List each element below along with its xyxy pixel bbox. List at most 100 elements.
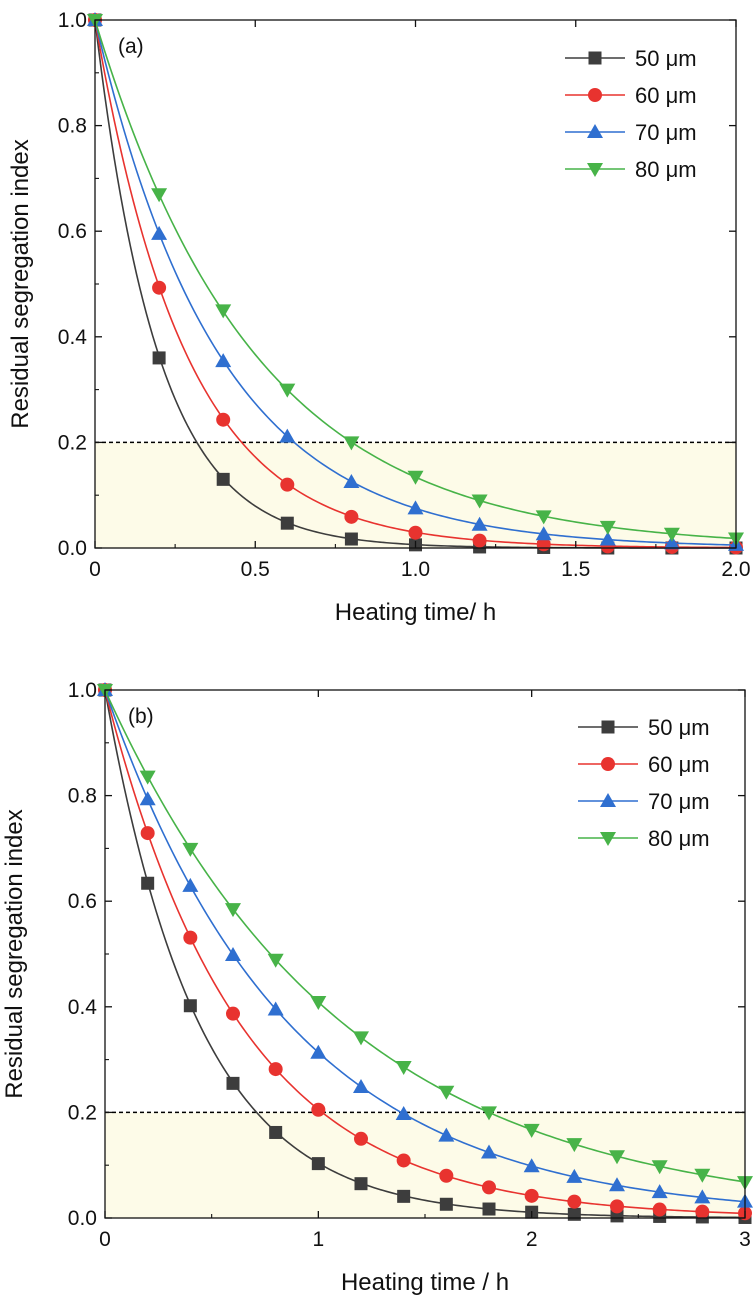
data-point [610, 1209, 624, 1223]
series-80m [87, 14, 744, 547]
data-point [139, 770, 156, 785]
data-point [152, 351, 166, 365]
data-point [267, 953, 284, 968]
data-point [471, 516, 488, 531]
y-tick-label: 0.6 [58, 220, 87, 243]
data-point [566, 1138, 583, 1153]
data-point [310, 996, 327, 1011]
data-point [694, 1189, 711, 1204]
data-point [344, 509, 359, 524]
data-point [439, 1168, 454, 1183]
x-axis-title: Heating time / h [341, 1269, 509, 1296]
data-point [268, 1062, 283, 1077]
x-tick-label: 0 [89, 558, 101, 581]
series-line [104, 689, 746, 1215]
x-tick-label: 1.0 [401, 558, 430, 581]
legend-label: 50 μm [648, 715, 710, 740]
legend-label: 60 μm [648, 752, 710, 777]
data-point [472, 533, 487, 548]
legend-label: 60 μm [635, 83, 697, 108]
y-axis-title: Residual segregation index [7, 139, 34, 429]
data-point [182, 877, 199, 892]
data-point [353, 1031, 369, 1046]
chart-panel-b: 0 1 2 3 0.0 0.2 0.4 0.6 0.8 1.0 Heating time / h Re… [1, 679, 753, 1296]
data-point [183, 930, 198, 945]
y-tick-label: 1.0 [58, 9, 87, 32]
data-point [343, 474, 360, 488]
y-tick-label: 0.0 [68, 1207, 97, 1230]
legend: 50 μm 60 μm 70 μm 80 μm [578, 715, 710, 851]
data-point [651, 1184, 668, 1199]
data-point [651, 1160, 668, 1175]
data-point [151, 225, 168, 240]
y-tick-label: 0.2 [68, 1101, 97, 1124]
data-point [609, 1177, 625, 1192]
data-point [471, 494, 488, 509]
data-point [311, 1157, 325, 1171]
data-point [535, 510, 552, 525]
y-axis-title: Residual segregation index [1, 809, 28, 1099]
data-point [141, 876, 155, 890]
legend-marker [587, 163, 603, 177]
y-tick-label: 0.4 [68, 996, 98, 1019]
data-point [139, 791, 156, 806]
data-point [566, 1168, 583, 1183]
y-tick-label: 0.0 [58, 537, 87, 560]
series-80m [97, 684, 753, 1191]
data-point [343, 436, 360, 451]
legend-marker [600, 793, 616, 807]
data-point [280, 516, 294, 530]
data-point [481, 1144, 497, 1159]
legend-marker [588, 88, 602, 102]
series-70m [97, 682, 753, 1208]
legend-marker [601, 757, 615, 771]
data-point [311, 1102, 326, 1117]
legend-label: 50 μm [635, 46, 697, 71]
data-point [395, 1060, 412, 1075]
data-point [610, 1199, 624, 1214]
y-tick-label: 0.8 [58, 115, 87, 138]
data-point [354, 1177, 368, 1191]
panel-label: (a) [118, 35, 144, 58]
data-point [344, 532, 358, 546]
data-point [524, 1188, 539, 1203]
data-point [652, 1202, 667, 1217]
legend-marker [587, 124, 603, 138]
legend: 50 μm 60 μm 70 μm 80 μm [565, 46, 697, 182]
data-point [279, 428, 296, 443]
y-tick-label: 0.8 [68, 785, 97, 808]
data-point [279, 383, 296, 398]
data-point [523, 1123, 540, 1138]
data-point [535, 526, 552, 541]
data-point [310, 1044, 327, 1059]
legend-label: 70 μm [648, 789, 710, 814]
x-tick-label: 1 [312, 1228, 324, 1251]
data-point [663, 535, 680, 550]
data-point [408, 525, 423, 540]
data-point [694, 1168, 711, 1183]
legend-label: 70 μm [635, 120, 697, 145]
x-tick-label: 0 [99, 1228, 111, 1251]
data-point [407, 500, 424, 515]
data-point [523, 1158, 540, 1173]
threshold-shaded-region [105, 1112, 745, 1218]
data-point [481, 1106, 497, 1121]
data-point [140, 826, 155, 841]
panel-label: (b) [128, 705, 154, 728]
data-point [226, 1076, 240, 1090]
data-point [225, 947, 241, 962]
data-point [215, 353, 232, 368]
data-point [439, 1197, 453, 1211]
series-70m [87, 12, 744, 551]
data-point [267, 1001, 284, 1016]
data-point [438, 1085, 455, 1100]
data-point [567, 1207, 581, 1221]
y-tick-label: 0.6 [68, 890, 97, 913]
data-point [215, 304, 232, 319]
x-tick-label: 2.0 [721, 558, 750, 581]
data-point [280, 477, 295, 492]
legend-marker [588, 51, 602, 65]
data-point [225, 903, 241, 918]
x-tick-label: 0.5 [241, 558, 270, 581]
